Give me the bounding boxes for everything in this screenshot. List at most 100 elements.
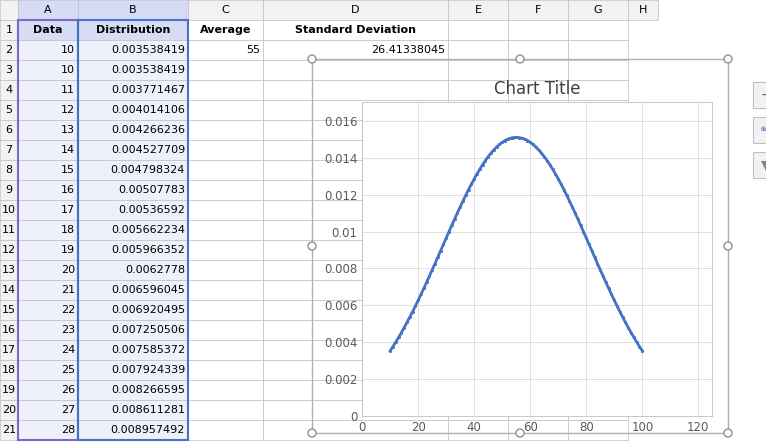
Text: 26.41338045: 26.41338045 xyxy=(371,45,445,55)
Bar xyxy=(448,360,508,380)
Bar xyxy=(448,420,508,440)
Bar xyxy=(78,400,188,420)
Bar xyxy=(263,140,448,160)
Bar xyxy=(263,280,448,300)
Bar xyxy=(263,60,448,80)
Bar xyxy=(263,420,448,440)
Text: 3: 3 xyxy=(5,65,12,75)
Text: 17: 17 xyxy=(61,205,75,215)
Bar xyxy=(188,140,263,160)
Bar xyxy=(568,60,628,80)
Bar xyxy=(18,20,78,440)
Bar xyxy=(628,0,658,20)
Bar xyxy=(568,340,628,360)
Bar xyxy=(78,220,188,240)
Bar xyxy=(78,380,188,400)
Bar xyxy=(263,180,448,200)
Bar xyxy=(448,340,508,360)
Bar xyxy=(508,160,568,180)
Bar xyxy=(568,280,628,300)
Bar xyxy=(18,40,78,60)
Bar xyxy=(568,360,628,380)
Bar xyxy=(18,160,78,180)
Bar xyxy=(448,380,508,400)
Bar xyxy=(18,320,78,340)
Bar xyxy=(18,360,78,380)
Text: 5: 5 xyxy=(5,105,12,115)
Bar xyxy=(448,400,508,420)
Text: 19: 19 xyxy=(2,385,16,395)
Text: 0.00536592: 0.00536592 xyxy=(118,205,185,215)
Bar xyxy=(448,180,508,200)
Text: 6: 6 xyxy=(5,125,12,135)
Text: 0.006920495: 0.006920495 xyxy=(111,305,185,315)
Bar xyxy=(263,40,448,60)
Bar xyxy=(0,120,18,140)
Bar xyxy=(448,200,508,220)
Text: ✏: ✏ xyxy=(760,123,766,137)
Bar xyxy=(188,120,263,140)
Bar xyxy=(78,20,188,40)
Bar xyxy=(448,20,508,40)
Text: 0.005662234: 0.005662234 xyxy=(111,225,185,235)
Bar xyxy=(18,200,78,220)
Bar xyxy=(78,80,188,100)
Text: 18: 18 xyxy=(2,365,16,375)
Bar xyxy=(0,340,18,360)
Bar xyxy=(78,160,188,180)
Bar xyxy=(568,0,628,20)
Bar xyxy=(263,300,448,320)
Text: 55: 55 xyxy=(246,45,260,55)
Bar xyxy=(18,400,78,420)
Bar xyxy=(263,380,448,400)
Bar xyxy=(0,100,18,120)
Bar xyxy=(508,320,568,340)
Bar xyxy=(568,140,628,160)
Bar xyxy=(18,60,78,80)
Bar xyxy=(18,300,78,320)
Bar xyxy=(508,380,568,400)
Text: 21: 21 xyxy=(2,425,16,435)
Text: 13: 13 xyxy=(61,125,75,135)
Text: 0.004798324: 0.004798324 xyxy=(110,165,185,175)
Bar xyxy=(508,0,568,20)
Bar xyxy=(568,160,628,180)
Bar xyxy=(508,240,568,260)
Bar xyxy=(0,320,18,340)
Circle shape xyxy=(724,55,732,63)
Text: 0.003538419: 0.003538419 xyxy=(111,45,185,55)
Text: 20: 20 xyxy=(61,265,75,275)
Bar xyxy=(508,140,568,160)
Bar xyxy=(263,360,448,380)
Text: 0.007250506: 0.007250506 xyxy=(111,325,185,335)
Text: 0.004527709: 0.004527709 xyxy=(111,145,185,155)
Bar xyxy=(0,280,18,300)
Bar xyxy=(0,20,18,40)
Bar xyxy=(448,320,508,340)
Text: Data: Data xyxy=(33,25,63,35)
Bar xyxy=(263,120,448,140)
Text: 7: 7 xyxy=(5,145,12,155)
Circle shape xyxy=(308,429,316,437)
Text: 10: 10 xyxy=(61,65,75,75)
Text: 23: 23 xyxy=(61,325,75,335)
Text: A: A xyxy=(44,5,52,15)
Bar xyxy=(448,260,508,280)
Bar xyxy=(568,240,628,260)
Bar xyxy=(188,0,263,20)
Bar xyxy=(188,240,263,260)
Text: 0.003771467: 0.003771467 xyxy=(111,85,185,95)
Bar xyxy=(0,380,18,400)
Bar xyxy=(508,20,568,40)
Bar xyxy=(448,80,508,100)
Bar xyxy=(568,20,628,40)
Bar xyxy=(188,220,263,240)
Bar xyxy=(0,40,18,60)
Bar xyxy=(263,340,448,360)
Bar xyxy=(568,40,628,60)
Bar xyxy=(448,100,508,120)
Bar xyxy=(263,220,448,240)
Bar xyxy=(508,60,568,80)
Bar xyxy=(508,40,568,60)
Bar xyxy=(18,240,78,260)
